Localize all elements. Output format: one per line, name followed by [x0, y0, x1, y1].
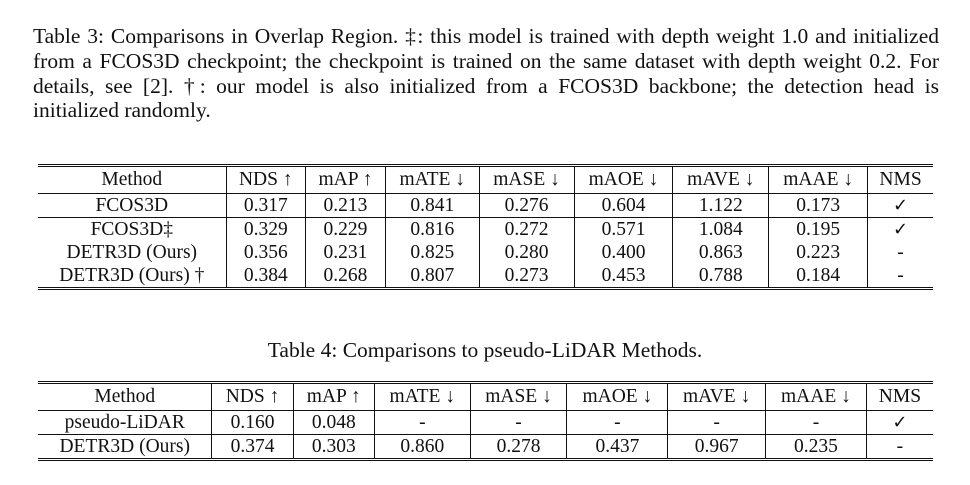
table4-header-map: mAP ↑	[293, 382, 376, 411]
nds-cell: 0.356	[226, 241, 307, 264]
nms-check-icon: ✓	[892, 411, 908, 433]
mate-cell: -	[374, 410, 471, 435]
mase-cell: 0.273	[479, 264, 575, 289]
table4-header-mave: mAVE ↓	[667, 382, 767, 411]
table-row: DETR3D (Ours) † 0.384 0.268 0.807 0.273 …	[38, 264, 933, 289]
nms-check-icon: ✓	[893, 194, 909, 216]
nms-cell: -	[897, 241, 904, 263]
table4-header-nms: NMS	[878, 386, 922, 407]
table4-header-nds: NDS ↑	[211, 382, 294, 411]
mase-cell: 0.278	[470, 434, 568, 460]
table4-caption: Table 4: Comparisons to pseudo-LiDAR Met…	[267, 338, 703, 362]
table4-header-method: Method	[38, 382, 213, 411]
mave-cell: 0.967	[667, 434, 767, 460]
mase-cell: 0.276	[479, 193, 575, 218]
table3-header-mave: mAVE ↓	[672, 165, 770, 194]
table3-header-mate: mATE ↓	[385, 165, 480, 194]
table3-header-row: Method NDS ↑ mAP ↑ mATE ↓ mASE ↓ mAOE ↓ …	[38, 165, 933, 194]
mase-cell: -	[470, 410, 568, 435]
table4-header-mase: mASE ↓	[470, 382, 568, 411]
nms-cell: -	[896, 435, 904, 457]
mate-cell: 0.816	[385, 217, 480, 241]
mave-cell: 0.863	[672, 241, 770, 264]
maoe-cell: 0.604	[574, 193, 674, 218]
maae-cell: 0.173	[768, 193, 869, 218]
table3-header-mase: mASE ↓	[479, 165, 575, 194]
nds-cell: 0.329	[226, 217, 307, 241]
nds-cell: 0.317	[226, 193, 307, 218]
maoe-cell: 0.400	[574, 241, 674, 264]
table-row: DETR3D (Ours) 0.356 0.231 0.825 0.280 0.…	[38, 241, 933, 264]
mase-cell: 0.272	[479, 217, 575, 241]
table3-header-nms: NMS	[879, 169, 922, 190]
table-row: DETR3D (Ours) 0.374 0.303 0.860 0.278 0.…	[38, 434, 933, 460]
nds-cell: 0.160	[211, 410, 294, 435]
table-row: pseudo-LiDAR 0.160 0.048 - - - - - ✓	[38, 410, 933, 435]
maae-cell: 0.235	[765, 434, 867, 460]
mate-cell: 0.825	[385, 241, 480, 264]
table4-header-maoe: mAOE ↓	[566, 382, 669, 411]
method-cell: DETR3D (Ours) †	[38, 264, 227, 289]
method-cell: FCOS3D‡	[38, 217, 227, 241]
map-cell: 0.303	[293, 434, 376, 460]
mave-cell: 0.788	[672, 264, 770, 289]
maae-cell: 0.195	[768, 217, 869, 241]
nms-check-icon: ✓	[893, 218, 909, 240]
table4-header-row: Method NDS ↑ mAP ↑ mATE ↓ mASE ↓ mAOE ↓ …	[38, 382, 933, 411]
table-row: FCOS3D‡ 0.329 0.229 0.816 0.272 0.571 1.…	[38, 217, 933, 241]
map-cell: 0.231	[305, 241, 386, 264]
maoe-cell: 0.437	[566, 434, 669, 460]
nds-cell: 0.384	[226, 264, 307, 289]
maoe-cell: 0.571	[574, 217, 674, 241]
maoe-cell: -	[566, 410, 669, 435]
table3-caption: Table 3: Comparisons in Overlap Region. …	[33, 24, 939, 123]
maae-cell: -	[765, 410, 867, 435]
mate-cell: 0.841	[385, 193, 480, 218]
mave-cell: 1.084	[672, 217, 770, 241]
table3-header-nds: NDS ↑	[226, 165, 307, 194]
table4-header-maae: mAAE ↓	[765, 382, 867, 411]
nms-cell: -	[897, 264, 904, 286]
mave-cell: 1.122	[672, 193, 770, 218]
mave-cell: -	[667, 410, 767, 435]
method-cell: DETR3D (Ours)	[38, 434, 213, 460]
nds-cell: 0.374	[211, 434, 294, 460]
table3-header-map: mAP ↑	[305, 165, 386, 194]
table3-header-method: Method	[38, 165, 227, 194]
table4-header-mate: mATE ↓	[374, 382, 471, 411]
table3: Method NDS ↑ mAP ↑ mATE ↓ mASE ↓ mAOE ↓ …	[38, 164, 933, 290]
map-cell: 0.213	[305, 193, 386, 218]
map-cell: 0.048	[293, 410, 376, 435]
maae-cell: 0.223	[768, 241, 869, 264]
mate-cell: 0.860	[374, 434, 471, 460]
map-cell: 0.229	[305, 217, 386, 241]
map-cell: 0.268	[305, 264, 386, 289]
maoe-cell: 0.453	[574, 264, 674, 289]
table3-header-maae: mAAE ↓	[768, 165, 869, 194]
method-cell: DETR3D (Ours)	[38, 241, 227, 264]
table4: Method NDS ↑ mAP ↑ mATE ↓ mASE ↓ mAOE ↓ …	[38, 381, 933, 461]
method-cell: FCOS3D	[38, 193, 227, 218]
maae-cell: 0.184	[768, 264, 869, 289]
mate-cell: 0.807	[385, 264, 480, 289]
table-row: FCOS3D 0.317 0.213 0.841 0.276 0.604 1.1…	[38, 193, 933, 218]
mase-cell: 0.280	[479, 241, 575, 264]
table3-header-maoe: mAOE ↓	[574, 165, 674, 194]
method-cell: pseudo-LiDAR	[38, 410, 213, 435]
